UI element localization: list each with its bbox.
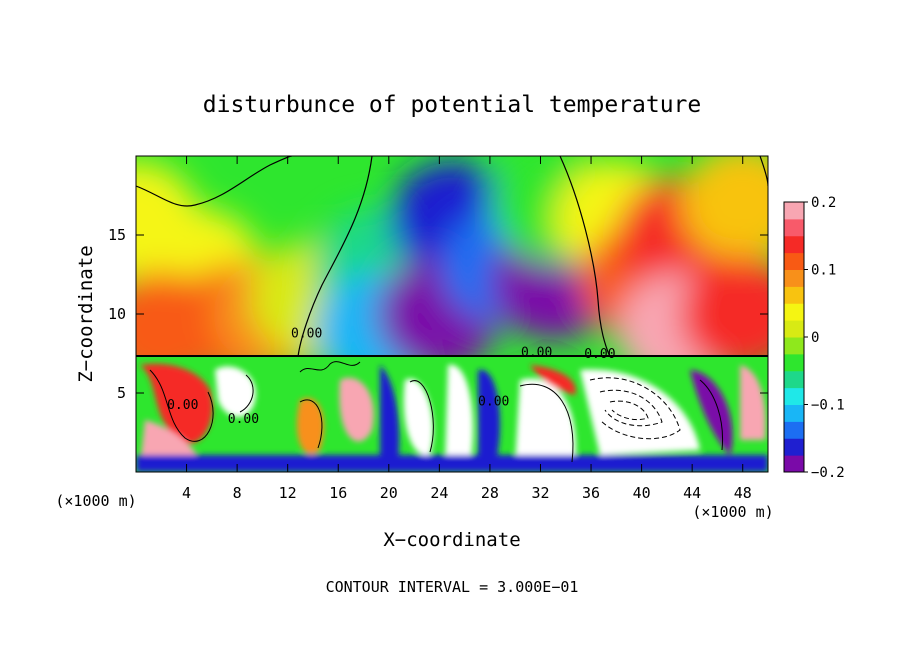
lower-patch-3 (140, 420, 200, 465)
colorbar-tick-label-3: 0 (811, 330, 819, 346)
x-unit-label-left: (×1000 m) (55, 492, 136, 510)
x-tick-label-32: 32 (531, 484, 549, 502)
contour-label-layer: 0.00 0.00 0.00 0.00 0.00 0.00 (167, 327, 615, 427)
contour-label-3: 0.00 (478, 395, 509, 410)
contour-interval-annotation: CONTOUR INTERVAL = 3.000E−01 (326, 578, 579, 596)
colorbar-swatch-16 (784, 202, 804, 220)
lower-contour-2 (409, 380, 434, 453)
x-tick-label-8: 8 (233, 484, 242, 502)
x-tick-label-44: 44 (683, 484, 701, 502)
lower-patch-9 (478, 369, 500, 465)
lower-dashed-contour-1 (589, 377, 681, 440)
lower-patch-4 (296, 398, 324, 455)
x-tick-label-24: 24 (430, 484, 448, 502)
colorbar-tick-label-5: −0.2 (811, 465, 845, 481)
contour-label-1: 0.00 (291, 327, 322, 342)
contour-label-5: 0.00 (521, 346, 552, 361)
x-tick-label-36: 36 (582, 484, 600, 502)
lower-dashed-contour-3 (609, 400, 649, 421)
y-axis-label: Z−coordinate (75, 245, 97, 382)
colorbar-swatch-12 (784, 269, 804, 287)
colorbar-swatch-1 (784, 455, 804, 473)
colorbar-swatch-4 (784, 404, 804, 422)
x-tick-label-28: 28 (481, 484, 499, 502)
chart-title: disturbunce of potential temperature (203, 92, 702, 118)
colorbar: 0.2 0.1 0 −0.1 −0.2 (783, 195, 845, 481)
lower-contour-5 (239, 374, 254, 413)
lower-patch-6 (380, 365, 400, 465)
lower-patch-15 (530, 365, 576, 395)
upper-contour-mid (297, 156, 373, 357)
lower-contour-3 (519, 383, 574, 463)
lower-field (136, 355, 768, 472)
y-tick-label-5: 5 (117, 384, 126, 402)
lower-contour-4 (299, 399, 323, 449)
colorbar-swatch-2 (784, 438, 804, 456)
upper-contour-left (136, 156, 293, 207)
colorbar-swatch-8 (784, 337, 804, 355)
lower-patch-7 (403, 378, 434, 456)
y-tick-label-10: 10 (108, 305, 126, 323)
x-tick-label-20: 20 (380, 484, 398, 502)
colorbar-swatch-10 (784, 303, 804, 321)
colorbar-swatch-7 (784, 353, 804, 372)
y-tick-label-15: 15 (108, 226, 126, 244)
lower-contour-6 (699, 379, 724, 451)
lower-dashed-contour-2 (599, 389, 663, 427)
lower-patch-8 (445, 364, 474, 465)
x-tick-label-40: 40 (633, 484, 651, 502)
lower-contour-1 (149, 369, 214, 442)
colorbar-tick-label-4: −0.1 (811, 398, 845, 414)
x-tick-label-12: 12 (279, 484, 297, 502)
x-tick-label-48: 48 (734, 484, 752, 502)
lower-patch-10 (515, 378, 576, 465)
x-unit-label-right: (×1000 m) (692, 503, 773, 521)
lower-patch-5 (339, 377, 374, 442)
field-region-19 (680, 256, 768, 357)
x-tick-label-4: 4 (182, 484, 191, 502)
plot-area: 0.00 0.00 0.00 0.00 0.00 0.00 (136, 156, 768, 472)
upper-contour-right (559, 156, 611, 357)
interface-wiggle (299, 361, 361, 373)
lower-patch-13 (740, 365, 766, 440)
colorbar-swatch-15 (784, 218, 804, 237)
colorbar-swatch-6 (784, 370, 804, 389)
colorbar-swatch-9 (784, 320, 804, 338)
colorbar-swatch-14 (784, 235, 804, 254)
contour-label-2: 0.00 (228, 412, 259, 427)
x-axis-label: X−coordinate (383, 529, 520, 551)
upper-field (136, 156, 768, 357)
field-region-18 (680, 156, 768, 262)
colorbar-swatch-11 (784, 286, 804, 304)
y-axis: 5 10 15 (108, 226, 768, 402)
contour-label-4: 0.00 (167, 398, 198, 413)
colorbar-swatch-13 (784, 252, 804, 270)
colorbar-swatch-3 (784, 421, 804, 439)
colorbar-tick-label-1: 0.2 (811, 195, 836, 211)
lower-patch-2 (215, 366, 256, 417)
lower-patch-1 (140, 363, 213, 444)
x-tick-label-16: 16 (329, 484, 347, 502)
colorbar-tick-label-2: 0.1 (811, 263, 836, 279)
colorbar-swatch-5 (784, 387, 804, 405)
lower-patch-14 (136, 455, 768, 472)
contour-label-6: 0.00 (584, 347, 615, 362)
x-axis: 4 8 12 16 20 24 28 32 36 40 44 48 (182, 156, 752, 502)
